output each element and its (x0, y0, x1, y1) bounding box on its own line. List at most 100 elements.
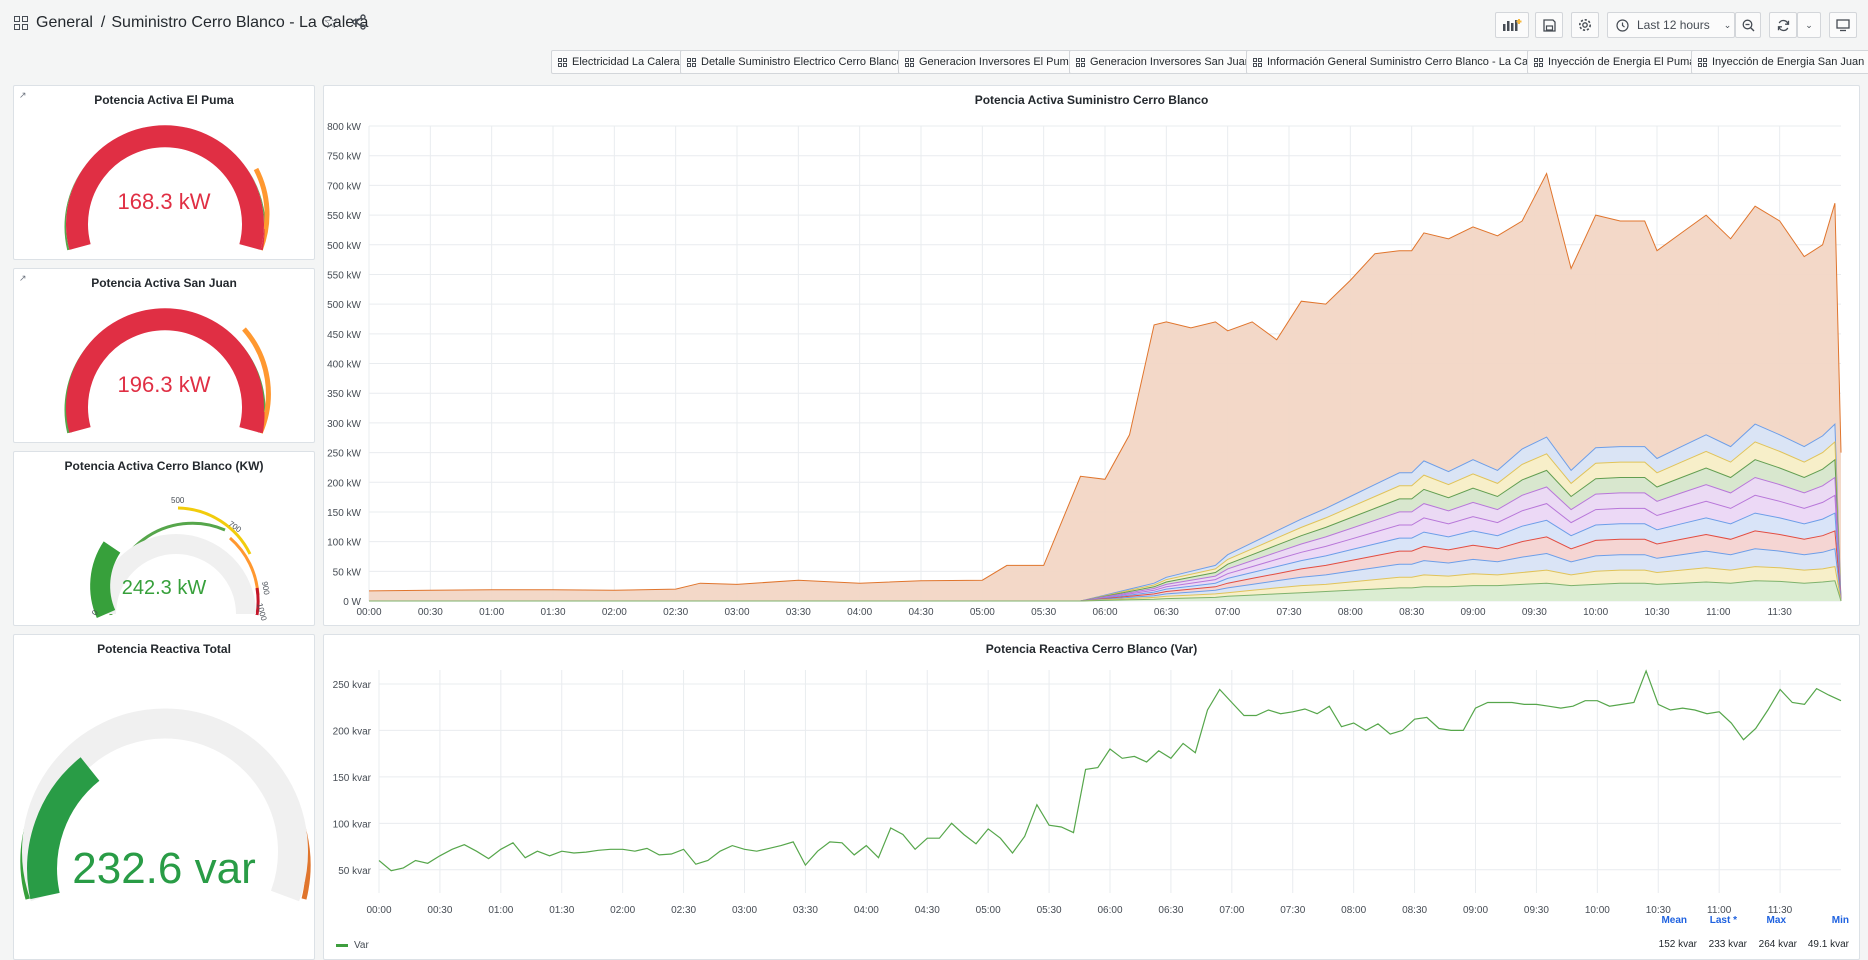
y-tick-label: 450 kW (327, 330, 361, 341)
x-tick-label: 09:00 (1460, 607, 1485, 618)
y-tick-label: 200 kW (327, 478, 361, 489)
x-tick-label: 06:00 (1092, 607, 1117, 618)
link-inyeccion-el-puma[interactable]: Inyección de Energia El Puma (1527, 50, 1703, 74)
link-detalle-suministro[interactable]: Detalle Suministro Electrico Cerro Blanc… (680, 50, 910, 74)
panel-potencia-activa-suministro: Potencia Activa Suministro Cerro Blanco … (323, 85, 1860, 626)
x-tick-label: 04:30 (908, 607, 933, 618)
series-line-total (368, 172, 1842, 592)
y-tick-label: 100 kW (327, 538, 361, 549)
link-generacion-el-puma[interactable]: Generacion Inversores El Puma (898, 50, 1082, 74)
y-tick-label: 100 kvar (333, 819, 372, 830)
x-tick-label: 01:00 (479, 607, 504, 618)
external-link-icon[interactable]: ↗ (19, 90, 27, 100)
y-tick-label: 150 kvar (333, 773, 372, 784)
legend-value-mean: 152 kvar (1658, 939, 1697, 950)
reactive-power-chart[interactable]: 50 kvar 100 kvar 150 kvar 200 kvar 250 kvar 0… (324, 635, 1861, 960)
x-tick-label: 03:30 (793, 905, 818, 916)
x-tick-label: 05:00 (976, 905, 1001, 916)
x-tick-label: 06:30 (1158, 905, 1183, 916)
x-tick-label: 10:30 (1644, 607, 1669, 618)
panel-potencia-cerro-blanco: Potencia Activa Cerro Blanco (KW) 0 500 … (13, 451, 315, 626)
x-tick-label: 02:30 (663, 607, 688, 618)
add-panel-button[interactable] (1495, 12, 1529, 38)
x-tick-label: 05:00 (970, 607, 995, 618)
external-link-icon[interactable]: ↗ (19, 273, 27, 283)
x-tick-label: 10:00 (1585, 905, 1610, 916)
y-tick-label: 550 kW (327, 211, 361, 222)
dashboard-settings-button[interactable] (1571, 12, 1599, 38)
x-tick-label: 10:30 (1646, 905, 1671, 916)
y-tick-label: 500 kW (327, 241, 361, 252)
panel-title: Potencia Reactiva Cerro Blanco (Var) (985, 642, 1198, 656)
x-tick-label: 10:00 (1583, 607, 1608, 618)
panel-title: Potencia Reactiva Total (97, 642, 231, 656)
panel-potencia-san-juan: ↗ Potencia Activa San Juan 196.3 kW (13, 268, 315, 443)
y-tick-label: 250 kW (327, 449, 361, 460)
refresh-interval-dropdown[interactable]: ⌄ (1797, 12, 1821, 38)
x-tick-label: 11:00 (1707, 905, 1732, 916)
y-tick-label: 250 kvar (333, 680, 372, 691)
gauge-reactiva (20, 708, 311, 902)
panel-title: Potencia Activa San Juan (91, 276, 237, 290)
link-inyeccion-san-juan[interactable]: Inyección de Energia San Juan (1691, 50, 1868, 74)
time-picker-button[interactable]: Last 12 hours ⌄ (1607, 12, 1735, 38)
gauge-value: 168.3 kW (117, 189, 211, 214)
panel-title: Potencia Activa El Puma (94, 93, 234, 107)
refresh-button[interactable] (1769, 12, 1797, 38)
legend-value-min: 49.1 kvar (1807, 939, 1849, 950)
link-electricidad-la-calera[interactable]: Electricidad La Calera (551, 50, 687, 74)
gauge-threshold-label-500: 500 (171, 496, 185, 505)
series-line-s1 (369, 580, 1842, 602)
active-power-chart[interactable]: 0 W 50 kW 100 kW 150 kW 200 kW 250 kW 300 kW 35… (324, 86, 1861, 627)
y-tick-label: 150 kW (327, 508, 361, 519)
panel-title: Potencia Activa Cerro Blanco (KW) (64, 459, 264, 473)
gauge-threshold-label-0: 0 (90, 608, 100, 617)
y-tick-label: 0 W (343, 597, 361, 608)
save-icon (1542, 18, 1556, 32)
x-tick-label: 00:00 (356, 607, 381, 618)
dashboard-title[interactable]: Suministro Cerro Blanco - La Calera (111, 14, 369, 31)
x-tick-label: 02:30 (671, 905, 696, 916)
star-icon[interactable]: ☆ (323, 13, 339, 32)
x-tick-label: 03:30 (786, 607, 811, 618)
dashboard-grid-icon (1534, 57, 1543, 67)
gauge-fill (66, 125, 264, 250)
x-tick-label: 11:30 (1768, 905, 1793, 916)
gauge-cerro-blanco: 0 500 700 900 1000 (90, 496, 271, 622)
x-tick-label: 03:00 (732, 905, 757, 916)
monitor-icon (1836, 18, 1850, 31)
zoom-out-button[interactable] (1735, 12, 1761, 38)
gauge-threshold-label-700: 700 (227, 519, 244, 534)
x-tick-label: 00:30 (427, 905, 452, 916)
tv-mode-button[interactable] (1829, 12, 1857, 38)
legend-header-last[interactable]: Last * (1709, 915, 1737, 926)
breadcrumb-folder[interactable]: General (36, 14, 93, 31)
x-tick-label: 09:00 (1463, 905, 1488, 916)
y-tick-label: 350 kW (327, 389, 361, 400)
chevron-down-icon: ⌄ (1805, 19, 1813, 30)
link-generacion-san-juan[interactable]: Generacion Inversores San Juan (1069, 50, 1258, 74)
x-tick-label: 11:30 (1768, 607, 1793, 618)
x-tick-label: 09:30 (1524, 905, 1549, 916)
legend-series[interactable]: Var (336, 940, 369, 951)
x-tick-label: 03:00 (724, 607, 749, 618)
save-dashboard-button[interactable] (1535, 12, 1563, 38)
share-icon[interactable] (350, 14, 368, 32)
x-tick-label: 01:00 (488, 905, 513, 916)
legend-header-mean[interactable]: Mean (1661, 915, 1687, 926)
link-informacion-general[interactable]: Información General Suministro Cerro Bla… (1246, 50, 1554, 74)
panel-title: Potencia Activa Suministro Cerro Blanco (974, 93, 1209, 107)
x-tick-label: 06:00 (1097, 905, 1122, 916)
legend-header-min[interactable]: Min (1831, 915, 1849, 926)
y-tick-label: 300 kW (327, 419, 361, 430)
gauge-el-puma (64, 125, 270, 251)
gauge-threshold-ring-critical (255, 587, 260, 616)
x-tick-label: 06:30 (1154, 607, 1179, 618)
x-tick-label: 05:30 (1037, 905, 1062, 916)
x-tick-label: 00:30 (418, 607, 443, 618)
dashboard-grid-icon (14, 16, 28, 30)
legend-header-max[interactable]: Max (1766, 915, 1786, 926)
dashboard-grid-icon (558, 57, 567, 67)
chevron-down-icon: ⌄ (1723, 19, 1732, 30)
legend-stats: Mean Last * Max Min 152 kvar 233 kvar 26… (1649, 915, 1849, 953)
